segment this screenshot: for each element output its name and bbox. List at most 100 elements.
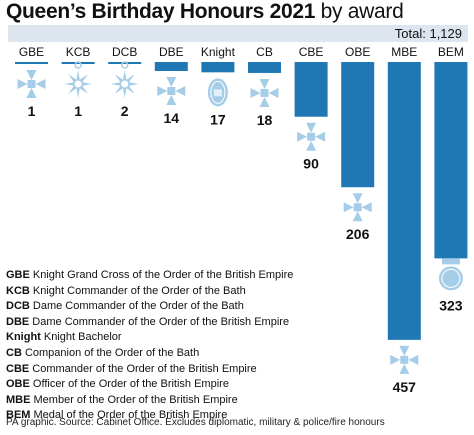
cross-center (400, 355, 409, 364)
legend-item: CB Companion of the Order of the Bath (6, 346, 293, 362)
chart-title: Queen’s Birthday Honours 2021 by award (6, 0, 404, 24)
data-label: 206 (346, 226, 370, 242)
star-center (121, 80, 129, 88)
category-label: OBE (345, 45, 370, 59)
legend-abbr: DCB (6, 300, 30, 313)
medal-rim (441, 268, 461, 288)
legend-abbr: OBE (6, 378, 30, 391)
category-label: CBE (299, 45, 324, 59)
cross-center (307, 132, 316, 141)
legend-text: Knight Bachelor (40, 331, 122, 344)
legend-abbr: DBE (6, 315, 30, 328)
legend-abbr: Knight (6, 331, 41, 344)
legend-text: Member of the Order of the British Empir… (30, 393, 238, 406)
cross-arm (343, 202, 354, 213)
data-label: 14 (164, 110, 180, 126)
data-label: 18 (257, 112, 273, 128)
legend-text: Knight Commander of the Order of the Bat… (29, 284, 246, 297)
legend-item: KCB Knight Commander of the Order of the… (6, 284, 293, 300)
cross-arm (35, 79, 46, 89)
bar-group-dbe: DBE 14 (154, 45, 188, 126)
data-label: 323 (439, 297, 463, 313)
bar-group-kcb: KCB 1 (61, 45, 95, 119)
bar (248, 62, 281, 73)
legend-item: DCB Dame Commander of the Order of the B… (6, 299, 293, 315)
legend-abbr: CB (6, 346, 22, 359)
legend-abbr: GBE (6, 269, 30, 281)
cross-arm (297, 131, 308, 142)
medal-ribbon (441, 258, 460, 265)
cross-arm (250, 87, 261, 98)
cross-arm (166, 77, 177, 87)
bar (294, 62, 328, 117)
legend-text: Commander of the Order of the British Em… (29, 362, 257, 375)
legend-item: BEM Medal of the Order of the British Em… (6, 408, 293, 424)
bar (154, 62, 188, 71)
bar (387, 62, 421, 340)
bar-group-dcb: DCB 2 (108, 45, 142, 119)
category-label: Knight (201, 45, 236, 59)
category-label: KCB (66, 45, 91, 59)
total-band: Total: 1,129 (8, 25, 468, 42)
category-label: DBE (159, 45, 184, 59)
legend-item: GBE Knight Grand Cross of the Order of t… (6, 268, 293, 284)
legend-item: MBE Member of the Order of the British E… (6, 393, 293, 409)
total-label: Total: 1,129 (394, 26, 462, 41)
cross-arm (175, 86, 186, 96)
data-label: 90 (303, 156, 319, 172)
legend-abbr: CBE (6, 362, 30, 375)
legend-item: CBE Commander of the Order of the Britis… (6, 362, 293, 378)
cross-arm (26, 88, 37, 98)
legend-item: Knight Knight Bachelor (6, 330, 293, 346)
source-note: PA graphic. Source: Cabinet Office. Excl… (6, 417, 385, 428)
category-label: MBE (391, 45, 417, 59)
legend-abbr: MBE (6, 393, 31, 406)
legend-text: Knight Grand Cross of the Order of the B… (29, 269, 294, 281)
cross-arm (408, 354, 419, 365)
category-label: DCB (112, 45, 137, 59)
star-center (74, 80, 82, 88)
legend-abbr: BEM (6, 409, 31, 422)
bar-group-knight: Knight 17 (201, 45, 236, 127)
category-label: CB (256, 45, 273, 59)
category-label: GBE (19, 45, 44, 59)
cross-arm (26, 70, 37, 80)
data-label: 1 (74, 103, 82, 119)
data-label: 1 (28, 103, 36, 119)
oval-badge-rim (210, 80, 226, 104)
legend-text: Dame Commander of the Order of the Briti… (29, 315, 290, 328)
legend-text: Medal of the Order of the British Empire (30, 409, 228, 422)
data-label: 17 (210, 111, 226, 127)
oval-badge-emblem (213, 89, 222, 97)
title-bold: Queen’s Birthday Honours 2021 (6, 0, 316, 23)
title-light: by award (320, 0, 404, 23)
medal-disc (438, 266, 463, 291)
cross-arm (17, 79, 28, 89)
cross-arm (361, 202, 372, 213)
cross-arm (306, 122, 317, 133)
legend-item: OBE Officer of the Order of the British … (6, 377, 293, 393)
cross-arm (259, 78, 270, 89)
cross-arm (268, 87, 279, 98)
star-ring (120, 61, 129, 69)
legend-text: Companion of the Order of the Bath (21, 346, 200, 359)
bar-group-bem: BEM 323 (434, 45, 468, 313)
cross-arm (259, 96, 270, 107)
cross-center (27, 80, 36, 88)
data-label: 457 (393, 379, 417, 395)
bar (201, 62, 235, 73)
bar-group-cb: CB 18 (248, 45, 281, 128)
category-label: BEM (438, 45, 464, 59)
legend-text: Officer of the Order of the British Empi… (29, 378, 229, 391)
bar (434, 62, 468, 259)
legend-item: DBE Dame Commander of the Order of the B… (6, 315, 293, 331)
bar-group-obe: OBE 206 (341, 45, 375, 242)
cross-arm (157, 86, 168, 96)
data-label: 2 (121, 103, 129, 119)
legend-text: Dame Commander of the Order of the Bath (29, 300, 244, 313)
legend-abbr: KCB (6, 284, 30, 297)
cross-arm (399, 345, 410, 356)
star-ring (74, 61, 82, 69)
bar-group-gbe: GBE 1 (15, 45, 48, 119)
